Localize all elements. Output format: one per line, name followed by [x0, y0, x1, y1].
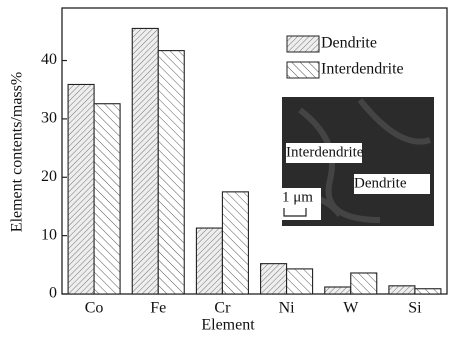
x-tick-label: Co: [85, 300, 104, 317]
inset-label: 1 μm: [282, 189, 313, 205]
inset-label: Dendrite: [354, 175, 407, 191]
x-tick-label: Si: [408, 300, 422, 317]
bar: [68, 84, 94, 294]
bar: [132, 28, 158, 294]
bar: [325, 287, 351, 294]
bar: [158, 51, 184, 294]
x-axis-label: Element: [201, 317, 255, 334]
bar: [196, 228, 222, 294]
legend-label: Interdendrite: [321, 61, 404, 78]
legend-label: Dendrite: [321, 35, 377, 52]
y-tick-label: 40: [41, 51, 57, 68]
y-tick-label: 30: [41, 110, 57, 127]
bar: [389, 286, 415, 294]
inset-label: Interdendrite: [286, 144, 364, 160]
bar: [415, 289, 441, 294]
x-tick-label: Fe: [150, 300, 166, 317]
bar: [222, 192, 248, 294]
x-tick-label: Cr: [214, 300, 231, 317]
legend-swatch: [287, 62, 319, 78]
bar: [351, 273, 377, 294]
legend-swatch: [287, 36, 319, 52]
x-tick-label: W: [343, 300, 359, 317]
bar: [94, 104, 120, 294]
y-tick-label: 0: [49, 285, 57, 302]
bar: [261, 264, 287, 294]
chart: Element Element contents/mass% 0 10 20 30 40…: [0, 0, 449, 340]
bar: [287, 269, 313, 294]
x-tick-label: Ni: [279, 300, 296, 317]
y-tick-label: 10: [41, 226, 57, 243]
y-tick-label: 20: [41, 168, 57, 185]
y-axis-label: Element contents/mass%: [9, 72, 26, 232]
